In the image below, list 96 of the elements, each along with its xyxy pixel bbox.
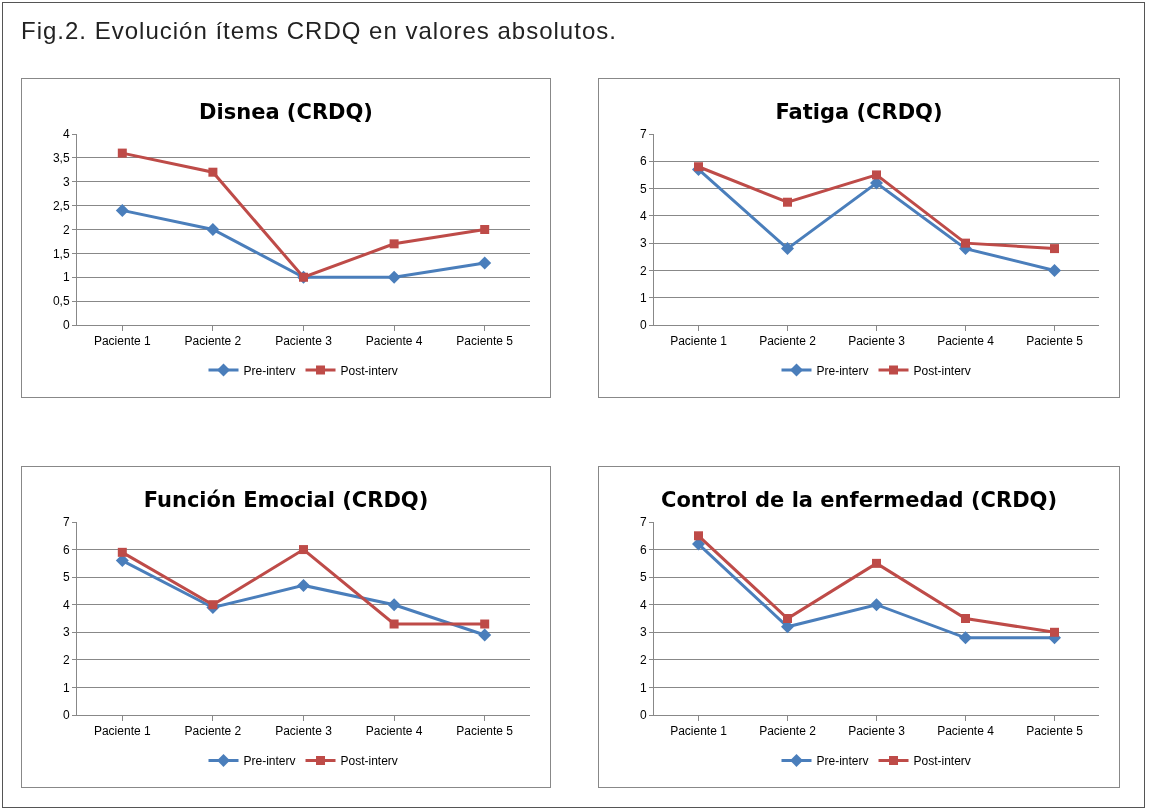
y-tick-label: 2 <box>62 222 70 237</box>
point <box>783 614 792 623</box>
x-tick-label: Paciente 5 <box>456 724 514 739</box>
x-tick-label: Paciente 1 <box>670 334 728 349</box>
y-tick-label: 5 <box>639 570 647 585</box>
legend-label: Post-interv <box>913 363 971 378</box>
y-tick-label: 7 <box>639 127 647 142</box>
x-tick-label: Paciente 5 <box>456 334 514 349</box>
y-tick-label: 0 <box>62 318 70 333</box>
point <box>694 162 703 172</box>
chart-title: Disnea (CRDQ) <box>199 99 373 124</box>
y-tick-label: 4 <box>639 597 647 612</box>
y-tick-label: 1,5 <box>52 246 70 261</box>
point <box>208 600 218 610</box>
point <box>872 558 881 568</box>
point <box>961 614 970 623</box>
legend-label: Pre-interv <box>816 363 869 378</box>
point <box>299 545 308 555</box>
y-tick-label: 0 <box>639 708 647 723</box>
point <box>206 223 220 236</box>
point <box>387 270 401 284</box>
point <box>694 531 703 541</box>
x-tick-label: Paciente 5 <box>1026 724 1084 739</box>
x-tick-label: Paciente 3 <box>848 334 906 349</box>
y-tick-label: 0,5 <box>52 294 70 309</box>
point <box>389 239 399 249</box>
x-tick-label: Paciente 2 <box>759 724 817 739</box>
y-tick-label: 5 <box>639 181 647 196</box>
y-tick-label: 3 <box>639 625 647 640</box>
y-tick-label: 0 <box>62 708 70 723</box>
point <box>387 598 401 612</box>
y-tick-label: 3 <box>639 236 647 251</box>
point <box>961 238 970 248</box>
y-tick-label: 4 <box>62 127 70 142</box>
chart-title: Control de la enfermedad (CRDQ) <box>660 487 1058 512</box>
chart-title: Fatiga (CRDQ) <box>775 99 943 124</box>
y-tick-label: 7 <box>62 515 70 530</box>
point <box>478 628 492 642</box>
point <box>1050 627 1059 637</box>
point <box>783 197 792 207</box>
x-tick-label: Paciente 2 <box>184 724 242 739</box>
point <box>389 619 399 629</box>
point <box>480 225 490 234</box>
x-tick-label: Paciente 4 <box>365 334 423 349</box>
legend-label: Post-interv <box>913 754 971 769</box>
point <box>480 619 490 629</box>
x-tick-label: Paciente 3 <box>275 724 333 739</box>
y-tick-label: 1 <box>62 680 70 695</box>
point <box>117 148 127 158</box>
point <box>872 170 881 180</box>
y-tick-label: 1 <box>62 270 70 285</box>
point <box>959 631 972 645</box>
x-tick-label: Paciente 4 <box>937 334 995 349</box>
y-tick-label: 1 <box>639 680 647 695</box>
x-tick-label: Paciente 3 <box>848 724 906 739</box>
point <box>1048 263 1061 277</box>
y-tick-label: 2 <box>62 653 70 668</box>
point <box>208 167 218 177</box>
point <box>1050 244 1059 254</box>
chart-title: Función Emocial (CRDQ) <box>143 487 429 512</box>
y-tick-label: 6 <box>62 542 70 557</box>
x-tick-label: Paciente 4 <box>937 724 995 739</box>
y-tick-label: 1 <box>639 290 647 305</box>
y-tick-label: 2 <box>639 653 647 668</box>
legend-label: Pre-interv <box>816 754 869 769</box>
legend-label: Pre-interv <box>243 363 296 378</box>
y-tick-label: 3 <box>62 625 70 640</box>
point <box>297 578 310 592</box>
y-tick-label: 3,5 <box>52 151 70 166</box>
x-tick-label: Paciente 5 <box>1026 334 1084 349</box>
point <box>870 598 883 612</box>
y-tick-label: 4 <box>62 597 70 612</box>
caption: Fig.2. Evolución ítems CRDQ en valores absolutos. <box>21 17 617 45</box>
point <box>117 547 127 557</box>
y-tick-label: 6 <box>639 154 647 169</box>
x-tick-label: Paciente 4 <box>365 724 423 739</box>
y-tick-label: 2 <box>639 263 647 278</box>
y-tick-label: 2,5 <box>52 198 70 213</box>
legend-label: Post-interv <box>340 754 398 769</box>
x-tick-label: Paciente 3 <box>275 334 333 349</box>
y-tick-label: 4 <box>639 209 647 224</box>
point <box>115 203 129 217</box>
legend-label: Pre-interv <box>243 754 296 769</box>
legend-label: Post-interv <box>340 363 398 378</box>
y-tick-label: 6 <box>639 542 647 557</box>
x-tick-label: Paciente 1 <box>670 724 728 739</box>
y-tick-label: 0 <box>639 318 647 333</box>
y-tick-label: 3 <box>62 174 70 189</box>
x-tick-label: Paciente 2 <box>184 334 242 349</box>
y-tick-label: 5 <box>62 570 70 585</box>
y-tick-label: 7 <box>639 515 647 530</box>
point <box>478 256 492 270</box>
x-tick-label: Paciente 1 <box>93 724 151 739</box>
x-tick-label: Paciente 2 <box>759 334 817 349</box>
point <box>781 242 794 256</box>
x-tick-label: Paciente 1 <box>93 334 151 349</box>
